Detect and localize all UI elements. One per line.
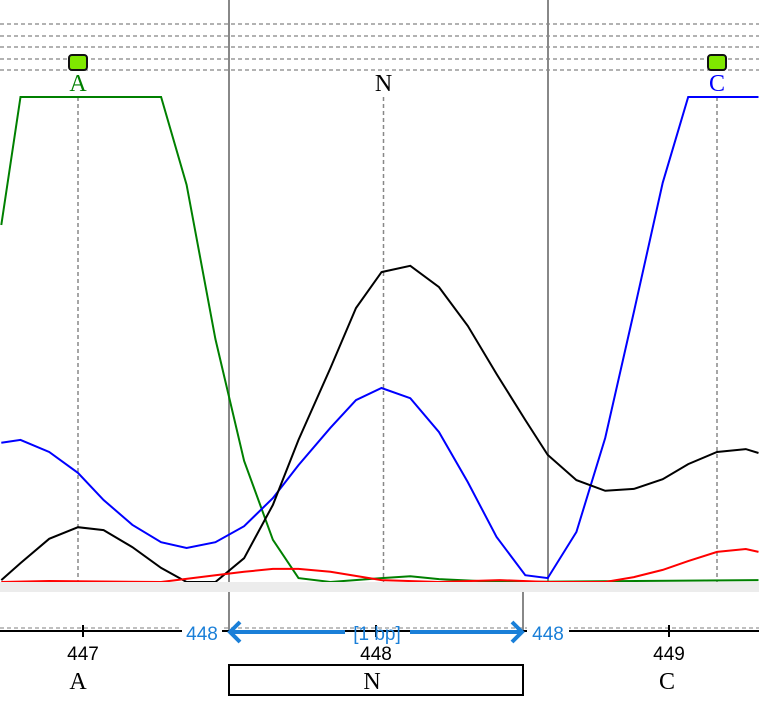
trace-a (0, 96, 759, 584)
trace-t (1, 547, 759, 584)
sequence-base[interactable]: N (363, 669, 380, 695)
base-call-label: A (69, 71, 87, 97)
base-call-label: C (709, 71, 725, 97)
quality-marker-icon[interactable] (68, 54, 88, 71)
base-markers (68, 54, 727, 71)
selection-range[interactable]: 448 [1 bp] 448 (182, 620, 569, 645)
arrow-right-icon (510, 620, 525, 644)
selection-end-label: 448 (532, 624, 564, 645)
quality-gridlines (0, 23, 759, 71)
base-position-lines (77, 97, 718, 582)
selection-length-label: [1 bp] (353, 624, 401, 645)
ruler-tick-label: 449 (653, 644, 685, 665)
ruler-tick-label: 447 (67, 644, 99, 665)
trace-g (0, 264, 759, 583)
sequence-base[interactable]: C (659, 669, 675, 695)
selected-base-box[interactable] (228, 664, 524, 696)
traces (0, 96, 759, 584)
trace-c (1, 96, 759, 580)
quality-marker-icon[interactable] (707, 54, 727, 71)
base-call-label: N (375, 71, 392, 97)
ruler-ticks: 447 448 449 (67, 625, 685, 665)
arrow-left-icon (227, 620, 242, 644)
trace-baseline-band (0, 582, 759, 592)
sequence-base[interactable]: A (69, 669, 87, 695)
ruler-tick-label: 448 (360, 644, 392, 665)
selection-start-label: 448 (186, 624, 218, 645)
